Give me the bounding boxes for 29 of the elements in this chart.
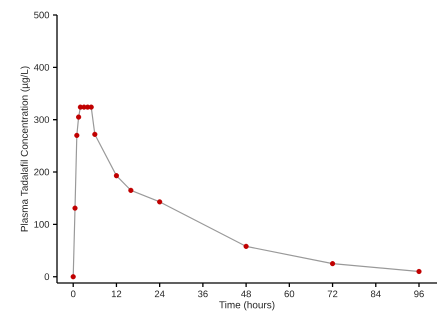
point	[244, 244, 249, 249]
point	[114, 173, 120, 178]
x-tick-label: 72	[328, 290, 338, 298]
point	[74, 132, 80, 138]
point	[70, 274, 76, 280]
y-tick-label: 300	[34, 116, 50, 124]
x-tick-label: 96	[414, 290, 424, 298]
x-axis-title: Time (hours)	[219, 301, 274, 310]
y-axis-title: Plasma Tadalafil Concentration (µg/L)	[20, 66, 30, 232]
x-tick-label: 24	[154, 290, 165, 298]
y-tick-label: 100	[34, 221, 50, 228]
point	[128, 188, 134, 193]
point	[92, 132, 98, 137]
x-tick-label: 48	[241, 290, 251, 298]
x-tick-label: 60	[284, 290, 294, 298]
y-tick-label: 200	[34, 168, 50, 176]
point	[157, 199, 162, 204]
x-tick-label: 84	[370, 290, 381, 298]
y-tick-label: 500	[34, 12, 50, 18]
x-tick-label: 12	[112, 290, 122, 298]
y-tick-label: 400	[34, 64, 50, 71]
y-tick-label: 0	[44, 273, 50, 280]
x-tick-label: 0	[70, 290, 76, 298]
point	[72, 206, 78, 211]
x-tick-label: 36	[198, 290, 208, 298]
point	[88, 104, 94, 110]
point	[330, 261, 336, 266]
point	[416, 268, 422, 274]
point	[76, 114, 82, 120]
